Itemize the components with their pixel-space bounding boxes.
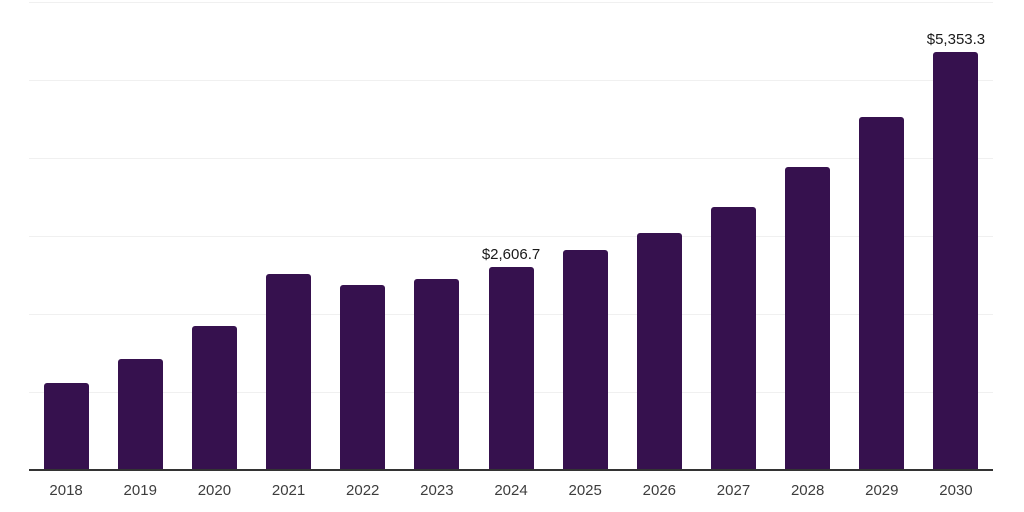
x-tick-label: 2024 (494, 482, 528, 499)
bar (191, 326, 237, 470)
bar-slot (548, 2, 622, 470)
bar (340, 285, 386, 470)
gridline (29, 158, 993, 159)
x-tick-label: 2028 (790, 482, 825, 499)
bar-slot (177, 2, 251, 470)
bar (710, 206, 756, 470)
bar-slot: $5,353.3 (919, 2, 993, 470)
x-tick-label: 2027 (716, 482, 751, 499)
bar-slot (845, 2, 919, 470)
bar-slot (400, 2, 474, 470)
x-tick-label: 2021 (271, 482, 306, 499)
bar-slot (326, 2, 400, 470)
x-tick-label: 2019 (123, 482, 157, 499)
x-tick-label: 2025 (568, 482, 602, 499)
gridline (29, 2, 993, 3)
bar (488, 266, 534, 470)
x-tick-label: 2030 (939, 482, 973, 499)
bar-slot (251, 2, 325, 470)
bar (43, 383, 89, 470)
bar-value-label: $5,353.3 (926, 31, 986, 49)
bar-slot (771, 2, 845, 470)
bar (117, 359, 163, 470)
bar (785, 166, 831, 470)
bar-slot (622, 2, 696, 470)
bar-value-label: $2,606.7 (481, 245, 541, 263)
x-tick-label: 2029 (865, 482, 899, 499)
bar (414, 278, 460, 470)
x-tick-label: 2018 (49, 482, 83, 499)
bar (636, 233, 682, 470)
gridline (29, 80, 993, 81)
bar (933, 52, 979, 470)
x-axis-line (29, 469, 993, 471)
x-tick-label: 2020 (197, 482, 232, 499)
bar-slot (29, 2, 103, 470)
bar (266, 274, 312, 470)
x-axis-labels: 2018 2019 2020 2021 2022 2023 2024 2025 2026 2027… (29, 483, 993, 498)
bar-slot (696, 2, 770, 470)
bar (562, 250, 608, 470)
bar (859, 117, 905, 470)
bar-slot (103, 2, 177, 470)
x-tick-label: 2023 (420, 482, 454, 499)
x-tick-label: 2022 (346, 482, 380, 499)
x-tick-label: 2026 (642, 482, 677, 499)
gridline (29, 236, 993, 237)
bars-container: $2,606.7 $5,353.3 (29, 2, 993, 470)
plot-area: $2,606.7 $5,353.3 (29, 2, 993, 470)
bar-slot: $2,606.7 (474, 2, 548, 470)
